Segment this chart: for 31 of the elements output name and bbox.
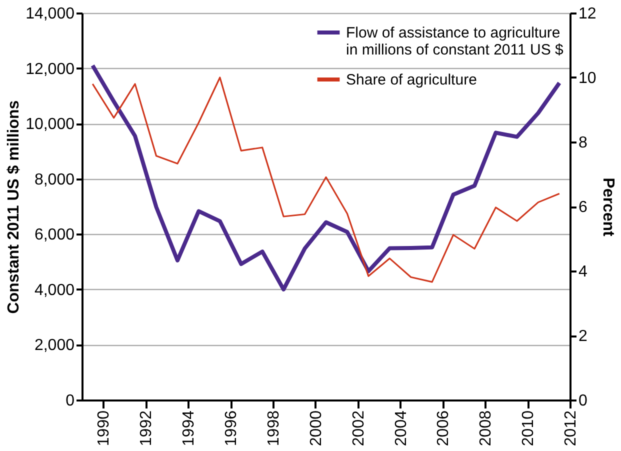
- y2-tick-label: 4: [578, 264, 588, 280]
- y2-tick-label: 0: [578, 392, 588, 410]
- y-tick-label: 14,000: [26, 6, 75, 22]
- x-tick-label: 2006: [435, 410, 452, 446]
- y-tick-label: 12,000: [26, 60, 75, 78]
- legend-label: Flow of assistance to agriculture in millions of constant 2011 US $: [346, 24, 564, 58]
- y-tick-label: 2,000: [34, 337, 75, 354]
- x-tick-label: 1996: [223, 410, 240, 446]
- x-tick-label: 1992: [138, 410, 156, 446]
- y-tick-label: 10,000: [26, 116, 75, 134]
- y2-tick-label: 12: [578, 6, 596, 22]
- y-axis-title: Constant 2011 US $ millions: [6, 100, 23, 314]
- x-tick-label: 1998: [265, 410, 282, 446]
- x-tick-label: 1990: [96, 410, 113, 446]
- y2-tick-label: 8: [578, 134, 588, 152]
- x-tick-label: 2008: [478, 410, 495, 446]
- x-tick-label: 2012: [562, 410, 580, 446]
- y-tick-label: 0: [66, 392, 75, 410]
- x-tick-label: 2004: [392, 410, 410, 446]
- y2-tick-label: 10: [578, 70, 596, 87]
- legend-label: Share of agriculture: [346, 72, 477, 88]
- y2-tick-label: 6: [578, 199, 588, 216]
- x-tick-label: 2000: [308, 410, 325, 446]
- x-tick-label: 2010: [520, 410, 538, 446]
- y-tick-label: 6,000: [34, 226, 75, 244]
- y-tick-label: 8,000: [34, 171, 75, 188]
- y2-axis-title: Percent: [599, 178, 616, 238]
- y-tick-label: 4,000: [34, 282, 75, 299]
- x-tick-label: 2002: [350, 410, 368, 446]
- x-tick-label: 1994: [180, 410, 198, 446]
- y2-tick-label: 2: [578, 328, 588, 345]
